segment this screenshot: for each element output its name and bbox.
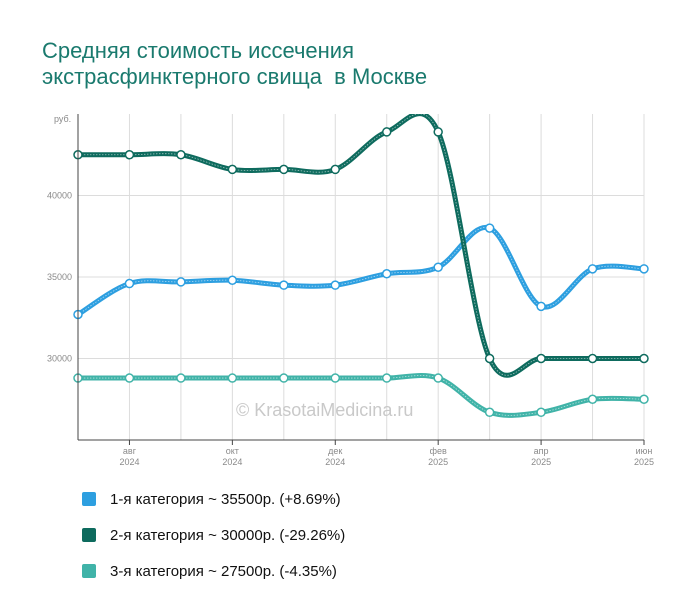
- series-3-point: [587, 394, 598, 404]
- series-1-point: [227, 275, 238, 286]
- x-tick-month: дек: [328, 446, 342, 456]
- x-tick-month: окт: [226, 446, 239, 456]
- y-axis-unit: руб.: [54, 114, 71, 124]
- series-2-point: [124, 150, 135, 160]
- series-2-point: [587, 353, 598, 364]
- legend-swatch-3: [82, 564, 96, 578]
- x-tick-year: 2025: [531, 457, 551, 467]
- series-lines: [78, 114, 644, 418]
- series-2-point: [433, 127, 443, 137]
- x-tick-year: 2024: [325, 457, 345, 467]
- series-2-point: [484, 353, 495, 364]
- series-1-point: [536, 301, 546, 312]
- series-3-point: [124, 373, 135, 383]
- series-1-point: [433, 262, 443, 272]
- series-1-point: [124, 278, 135, 289]
- series-2-point: [176, 150, 186, 160]
- series-2-point: [227, 164, 238, 175]
- grid: [78, 114, 645, 440]
- x-axis-ticks: авг2024окт2024дек2024фев2025апр2025июн20…: [119, 440, 654, 467]
- series-2-line: [78, 114, 644, 378]
- watermark: © KrasotaiMedicina.ru: [236, 400, 413, 420]
- legend-label-2: 2-я категория ~ 30000р. (-29.26%): [110, 526, 346, 544]
- series-3-point: [639, 394, 649, 404]
- series-1-point: [279, 280, 289, 290]
- series-2-point: [381, 127, 392, 137]
- series-1-point: [639, 264, 649, 274]
- data-points: [73, 127, 649, 418]
- series-3-point: [176, 373, 186, 383]
- x-tick-month: апр: [534, 446, 549, 456]
- series-1-line: [78, 224, 644, 317]
- x-tick-month: авг: [123, 446, 137, 456]
- legend: 1-я категория ~ 35500р. (+8.69%) 2-я кат…: [82, 488, 345, 596]
- series-3-point: [227, 373, 238, 383]
- legend-label-1: 1-я категория ~ 35500р. (+8.69%): [110, 490, 341, 508]
- series-3-point: [330, 373, 341, 383]
- y-tick-label: 40000: [47, 191, 72, 201]
- series-3-point: [279, 373, 289, 383]
- series-3-point: [381, 373, 392, 383]
- y-axis-ticks: 30000 35000 40000: [47, 191, 72, 364]
- title-line-1: Средняя стоимость иссечения: [42, 38, 355, 63]
- title-line-2: экстрасфинктерного свища в Москве: [42, 64, 428, 89]
- chart-title: Средняя стоимость иссечения экстрасфинкт…: [42, 38, 662, 90]
- x-tick-year: 2024: [119, 457, 139, 467]
- series-1-point: [330, 280, 341, 290]
- series-2-point: [536, 353, 546, 364]
- x-tick-month: фев: [430, 446, 447, 456]
- series-3-point: [536, 407, 546, 418]
- series-1-point: [176, 277, 186, 287]
- x-tick-month: июн: [636, 446, 653, 456]
- x-tick-year: 2025: [634, 457, 654, 467]
- y-tick-label: 35000: [47, 272, 72, 282]
- series-3-point: [484, 407, 495, 418]
- series-2-point: [639, 353, 649, 364]
- x-tick-year: 2024: [222, 457, 242, 467]
- series-2-point: [279, 164, 289, 175]
- series-3-point: [433, 373, 443, 383]
- legend-item-1[interactable]: 1-я категория ~ 35500р. (+8.69%): [82, 488, 345, 510]
- legend-item-3[interactable]: 3-я категория ~ 27500р. (-4.35%): [82, 560, 345, 582]
- series-1-point: [587, 264, 598, 274]
- legend-label-3: 3-я категория ~ 27500р. (-4.35%): [110, 562, 337, 580]
- x-tick-year: 2025: [428, 457, 448, 467]
- legend-swatch-1: [82, 492, 96, 506]
- series-1-point: [381, 268, 392, 279]
- legend-item-2[interactable]: 2-я категория ~ 30000р. (-29.26%): [82, 524, 345, 546]
- legend-swatch-2: [82, 528, 96, 542]
- series-1-point: [484, 223, 495, 233]
- y-tick-label: 30000: [47, 354, 72, 364]
- series-2-point: [330, 164, 341, 175]
